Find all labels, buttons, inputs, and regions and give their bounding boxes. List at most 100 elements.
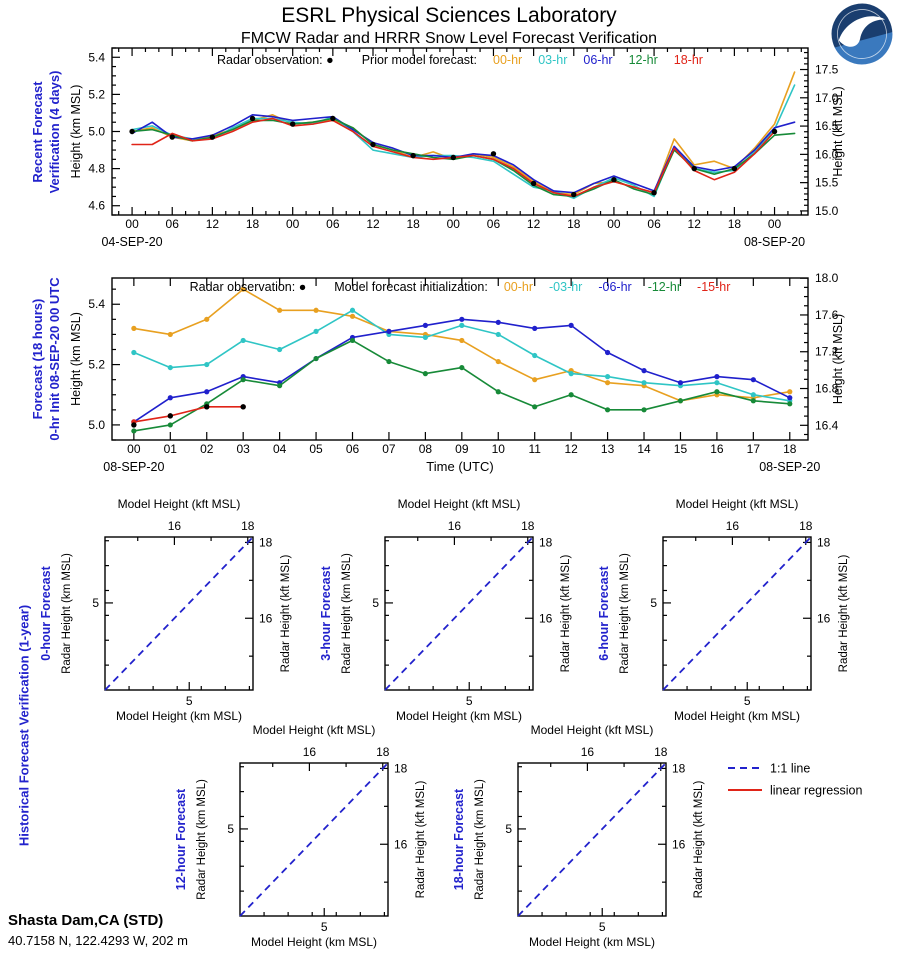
svg-text:6-hour Forecast: 6-hour Forecast xyxy=(597,565,611,660)
svg-text:17: 17 xyxy=(747,442,761,456)
panel-label-forecast-line2: 0-hr Init 08-SEP-20 00 UTC xyxy=(47,277,62,441)
svg-text:18-hour Forecast: 18-hour Forecast xyxy=(452,788,466,890)
svg-text:08-SEP-20: 08-SEP-20 xyxy=(744,235,805,249)
svg-text:02: 02 xyxy=(200,442,214,456)
svg-text:0-hour Forecast: 0-hour Forecast xyxy=(39,565,53,660)
station-name: Shasta Dam,CA (STD) xyxy=(8,912,164,929)
svg-text:18: 18 xyxy=(406,217,420,231)
forecast-18h-chart: 00 01 02 03 04 05 06 07 08 09 10 11 12 13 14 15 16 17 18 5.… xyxy=(69,271,845,474)
svg-text:5.0: 5.0 xyxy=(88,125,105,139)
svg-text:5.4: 5.4 xyxy=(88,297,105,311)
recent-verification-chart: 00 06 12 18 00 06 12 18 00 06 12 18 00 06 12 18 00 4.6 4.8… xyxy=(69,47,845,249)
svg-text:3-hour Forecast: 3-hour Forecast xyxy=(319,565,333,660)
svg-text:04-SEP-20: 04-SEP-20 xyxy=(101,235,162,249)
svg-text:Model Height (kft MSL): Model Height (kft MSL) xyxy=(531,723,654,737)
svg-text:08-SEP-20: 08-SEP-20 xyxy=(103,460,164,474)
svg-text:17.5: 17.5 xyxy=(815,63,839,77)
svg-text:18: 18 xyxy=(728,217,742,231)
svg-text:Radar Height (kft MSL): Radar Height (kft MSL) xyxy=(693,781,705,899)
station-coordinates: 40.7158 N, 122.4293 W, 202 m xyxy=(8,933,188,948)
svg-text:1:1 line: 1:1 line xyxy=(770,762,810,776)
svg-text:Radar Height (kft MSL): Radar Height (kft MSL) xyxy=(560,555,572,673)
svg-text:06: 06 xyxy=(487,217,501,231)
panel-label-forecast-line1: Forecast (18 hours) xyxy=(30,298,45,420)
svg-text:5: 5 xyxy=(92,596,99,610)
svg-text:00: 00 xyxy=(447,217,461,231)
svg-text:16: 16 xyxy=(817,611,831,625)
svg-text:16.4: 16.4 xyxy=(815,418,839,432)
svg-text:12: 12 xyxy=(527,217,541,231)
svg-text:Radar Height (km MSL): Radar Height (km MSL) xyxy=(619,553,631,674)
svg-text:5: 5 xyxy=(372,596,379,610)
svg-text:Radar Height (km MSL): Radar Height (km MSL) xyxy=(341,553,353,674)
svg-text:5: 5 xyxy=(186,694,193,708)
svg-text:06: 06 xyxy=(166,217,180,231)
svg-text:5: 5 xyxy=(227,822,234,836)
svg-text:16: 16 xyxy=(539,611,553,625)
panel-label-recent-verification: Recent Forecast Verification (4 days) xyxy=(29,47,63,217)
svg-text:00: 00 xyxy=(607,217,621,231)
svg-text:5.4: 5.4 xyxy=(88,50,105,64)
svg-text:12-hour Forecast: 12-hour Forecast xyxy=(174,788,188,890)
svg-text:4.8: 4.8 xyxy=(88,162,105,176)
svg-text:18: 18 xyxy=(539,535,553,549)
svg-text:Radar Height (kft MSL): Radar Height (kft MSL) xyxy=(280,555,292,673)
svg-text:Model Height (km MSL): Model Height (km MSL) xyxy=(116,709,242,723)
svg-text:Radar Height (km MSL): Radar Height (km MSL) xyxy=(61,553,73,674)
svg-text:Radar Height (kft MSL): Radar Height (kft MSL) xyxy=(838,555,850,673)
svg-text:16: 16 xyxy=(303,745,317,759)
svg-text:Height (kft MSL): Height (kft MSL) xyxy=(831,86,845,176)
page-title: ESRL Physical Sciences Laboratory xyxy=(281,4,617,27)
svg-text:12: 12 xyxy=(366,217,380,231)
svg-text:10: 10 xyxy=(492,442,506,456)
svg-text:03: 03 xyxy=(237,442,251,456)
svg-text:09: 09 xyxy=(455,442,469,456)
svg-text:17.6: 17.6 xyxy=(815,308,839,322)
svg-text:18: 18 xyxy=(246,217,260,231)
svg-text:12: 12 xyxy=(564,442,578,456)
svg-text:18: 18 xyxy=(783,442,797,456)
svg-text:01: 01 xyxy=(164,442,178,456)
svg-text:16: 16 xyxy=(259,611,273,625)
svg-text:Model Height (kft MSL): Model Height (kft MSL) xyxy=(253,723,376,737)
svg-text:17.2: 17.2 xyxy=(815,345,839,359)
svg-text:Height (km MSL): Height (km MSL) xyxy=(69,312,83,406)
panel-label-recent-line2: Verification (4 days) xyxy=(47,70,62,194)
panel-label-recent-line1: Recent Forecast xyxy=(30,81,45,183)
svg-text:08-SEP-20: 08-SEP-20 xyxy=(759,460,820,474)
svg-text:00: 00 xyxy=(125,217,139,231)
svg-text:5: 5 xyxy=(744,694,751,708)
svg-text:16: 16 xyxy=(394,837,408,851)
panel-label-historical-verification: Historical Forecast Verification (1-year… xyxy=(16,526,33,926)
svg-text:Radar Height (km MSL): Radar Height (km MSL) xyxy=(196,779,208,900)
svg-text:16: 16 xyxy=(448,519,462,533)
svg-text:18: 18 xyxy=(241,519,255,533)
svg-text:16: 16 xyxy=(581,745,595,759)
svg-text:16: 16 xyxy=(168,519,182,533)
panel-label-historical-text: Historical Forecast Verification (1-year… xyxy=(16,604,32,847)
svg-text:5.2: 5.2 xyxy=(88,358,105,372)
svg-text:11: 11 xyxy=(528,442,541,456)
svg-text:Radar observation: ●Prior mod: Radar observation: ● Prior model forecast… xyxy=(217,53,703,67)
svg-text:5: 5 xyxy=(466,694,473,708)
svg-text:Model Height (kft MSL): Model Height (kft MSL) xyxy=(676,497,799,511)
svg-text:16: 16 xyxy=(726,519,740,533)
svg-text:14: 14 xyxy=(637,442,651,456)
svg-text:18: 18 xyxy=(521,519,535,533)
svg-text:Model Height (kft MSL): Model Height (kft MSL) xyxy=(118,497,241,511)
svg-text:05: 05 xyxy=(309,442,323,456)
svg-text:Height (kft MSL): Height (kft MSL) xyxy=(831,314,845,404)
noaa-logo xyxy=(830,2,894,66)
svg-text:00: 00 xyxy=(286,217,300,231)
svg-text:06: 06 xyxy=(647,217,661,231)
svg-text:07: 07 xyxy=(382,442,396,456)
svg-text:5.2: 5.2 xyxy=(88,87,105,101)
svg-text:16.5: 16.5 xyxy=(815,119,839,133)
svg-text:00: 00 xyxy=(127,442,141,456)
svg-text:5: 5 xyxy=(650,596,657,610)
svg-text:18: 18 xyxy=(817,535,831,549)
svg-text:15.5: 15.5 xyxy=(815,176,839,190)
